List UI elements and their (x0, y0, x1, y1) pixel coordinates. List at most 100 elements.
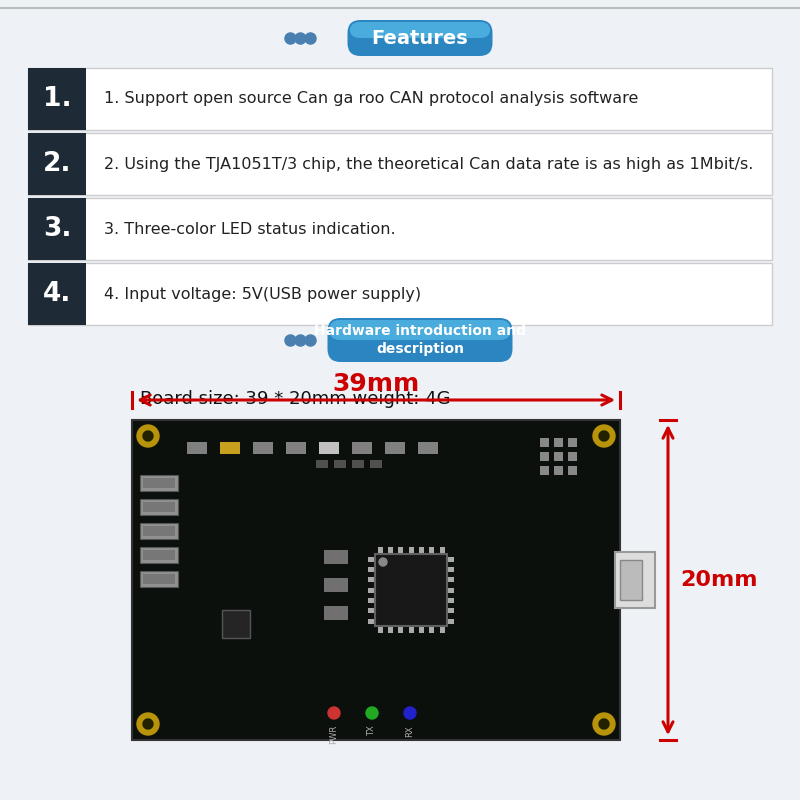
Bar (540, 452, 549, 461)
Bar (554, 438, 563, 447)
Bar (447, 567, 454, 572)
Bar (140, 499, 178, 515)
Bar (324, 606, 348, 620)
Bar (368, 567, 375, 572)
Bar (368, 577, 375, 582)
Text: 1. Support open source Can ga roo CAN protocol analysis software: 1. Support open source Can ga roo CAN pr… (104, 91, 638, 106)
Bar (28, 198, 86, 260)
Bar (140, 475, 178, 491)
Text: 3.: 3. (42, 216, 71, 242)
Bar (368, 598, 375, 603)
Bar (375, 554, 447, 626)
Bar (388, 547, 393, 554)
Bar (28, 68, 86, 130)
Circle shape (143, 431, 153, 441)
Bar (140, 523, 178, 539)
Text: 2.: 2. (42, 151, 71, 177)
Bar (368, 587, 375, 593)
Bar (253, 442, 273, 454)
Bar (419, 626, 424, 633)
Bar (370, 460, 382, 468)
Text: 4.: 4. (43, 281, 71, 307)
FancyBboxPatch shape (347, 20, 493, 56)
Bar (28, 198, 772, 260)
Bar (447, 608, 454, 613)
Bar (352, 442, 372, 454)
Bar (554, 466, 563, 475)
Bar (132, 420, 620, 740)
Bar (143, 502, 175, 512)
Bar (28, 263, 86, 325)
Bar (375, 554, 447, 626)
Bar (28, 68, 772, 130)
Text: Hardware introduction and
description: Hardware introduction and description (314, 324, 526, 356)
Bar (319, 442, 339, 454)
Bar (398, 626, 403, 633)
FancyBboxPatch shape (327, 318, 513, 362)
Bar (378, 547, 382, 554)
Bar (132, 420, 620, 740)
Bar (143, 550, 175, 560)
Circle shape (328, 707, 340, 719)
Text: 3. Three-color LED status indication.: 3. Three-color LED status indication. (104, 222, 396, 237)
Bar (540, 438, 549, 447)
Bar (187, 442, 207, 454)
Text: 1.: 1. (42, 86, 71, 112)
Circle shape (404, 707, 416, 719)
Bar (540, 466, 549, 475)
Bar (334, 460, 346, 468)
Bar (429, 547, 434, 554)
Bar (316, 460, 328, 468)
Bar (568, 438, 577, 447)
Text: 2. Using the TJA1051T/3 chip, the theoretical Can data rate is as high as 1Mbit/: 2. Using the TJA1051T/3 chip, the theore… (104, 157, 754, 171)
FancyBboxPatch shape (350, 22, 490, 38)
Circle shape (143, 719, 153, 729)
Text: 4. Input voltage: 5V(USB power supply): 4. Input voltage: 5V(USB power supply) (104, 286, 421, 302)
Bar (385, 442, 405, 454)
Bar (439, 547, 445, 554)
Bar (615, 552, 655, 608)
Bar (554, 452, 563, 461)
Bar (447, 587, 454, 593)
Bar (28, 263, 772, 325)
Circle shape (599, 719, 609, 729)
Circle shape (366, 707, 378, 719)
Bar (143, 526, 175, 536)
Circle shape (593, 425, 615, 447)
Bar (568, 466, 577, 475)
Circle shape (137, 713, 159, 735)
FancyBboxPatch shape (330, 320, 510, 340)
Bar (378, 626, 382, 633)
Bar (220, 442, 240, 454)
Text: PWR: PWR (330, 725, 338, 744)
Bar (140, 547, 178, 563)
Bar (409, 547, 414, 554)
Bar (398, 547, 403, 554)
Bar (568, 452, 577, 461)
Circle shape (599, 431, 609, 441)
Bar (286, 442, 306, 454)
Bar (447, 598, 454, 603)
Circle shape (379, 558, 387, 566)
Bar (368, 557, 375, 562)
Bar (324, 550, 348, 564)
Bar (419, 547, 424, 554)
Bar (388, 626, 393, 633)
Bar (447, 577, 454, 582)
Bar (429, 626, 434, 633)
Bar (447, 618, 454, 623)
Text: 39mm: 39mm (332, 372, 420, 396)
Circle shape (137, 425, 159, 447)
Bar (368, 608, 375, 613)
Bar (28, 133, 86, 195)
Bar (447, 557, 454, 562)
Text: Features: Features (372, 29, 468, 47)
Text: RX: RX (406, 725, 414, 737)
Bar (352, 460, 364, 468)
Text: Board size: 39 * 20mm weight: 4G: Board size: 39 * 20mm weight: 4G (140, 390, 450, 408)
Bar (28, 133, 772, 195)
Bar (140, 571, 178, 587)
Bar (439, 626, 445, 633)
Bar (143, 574, 175, 584)
Bar (620, 560, 642, 600)
